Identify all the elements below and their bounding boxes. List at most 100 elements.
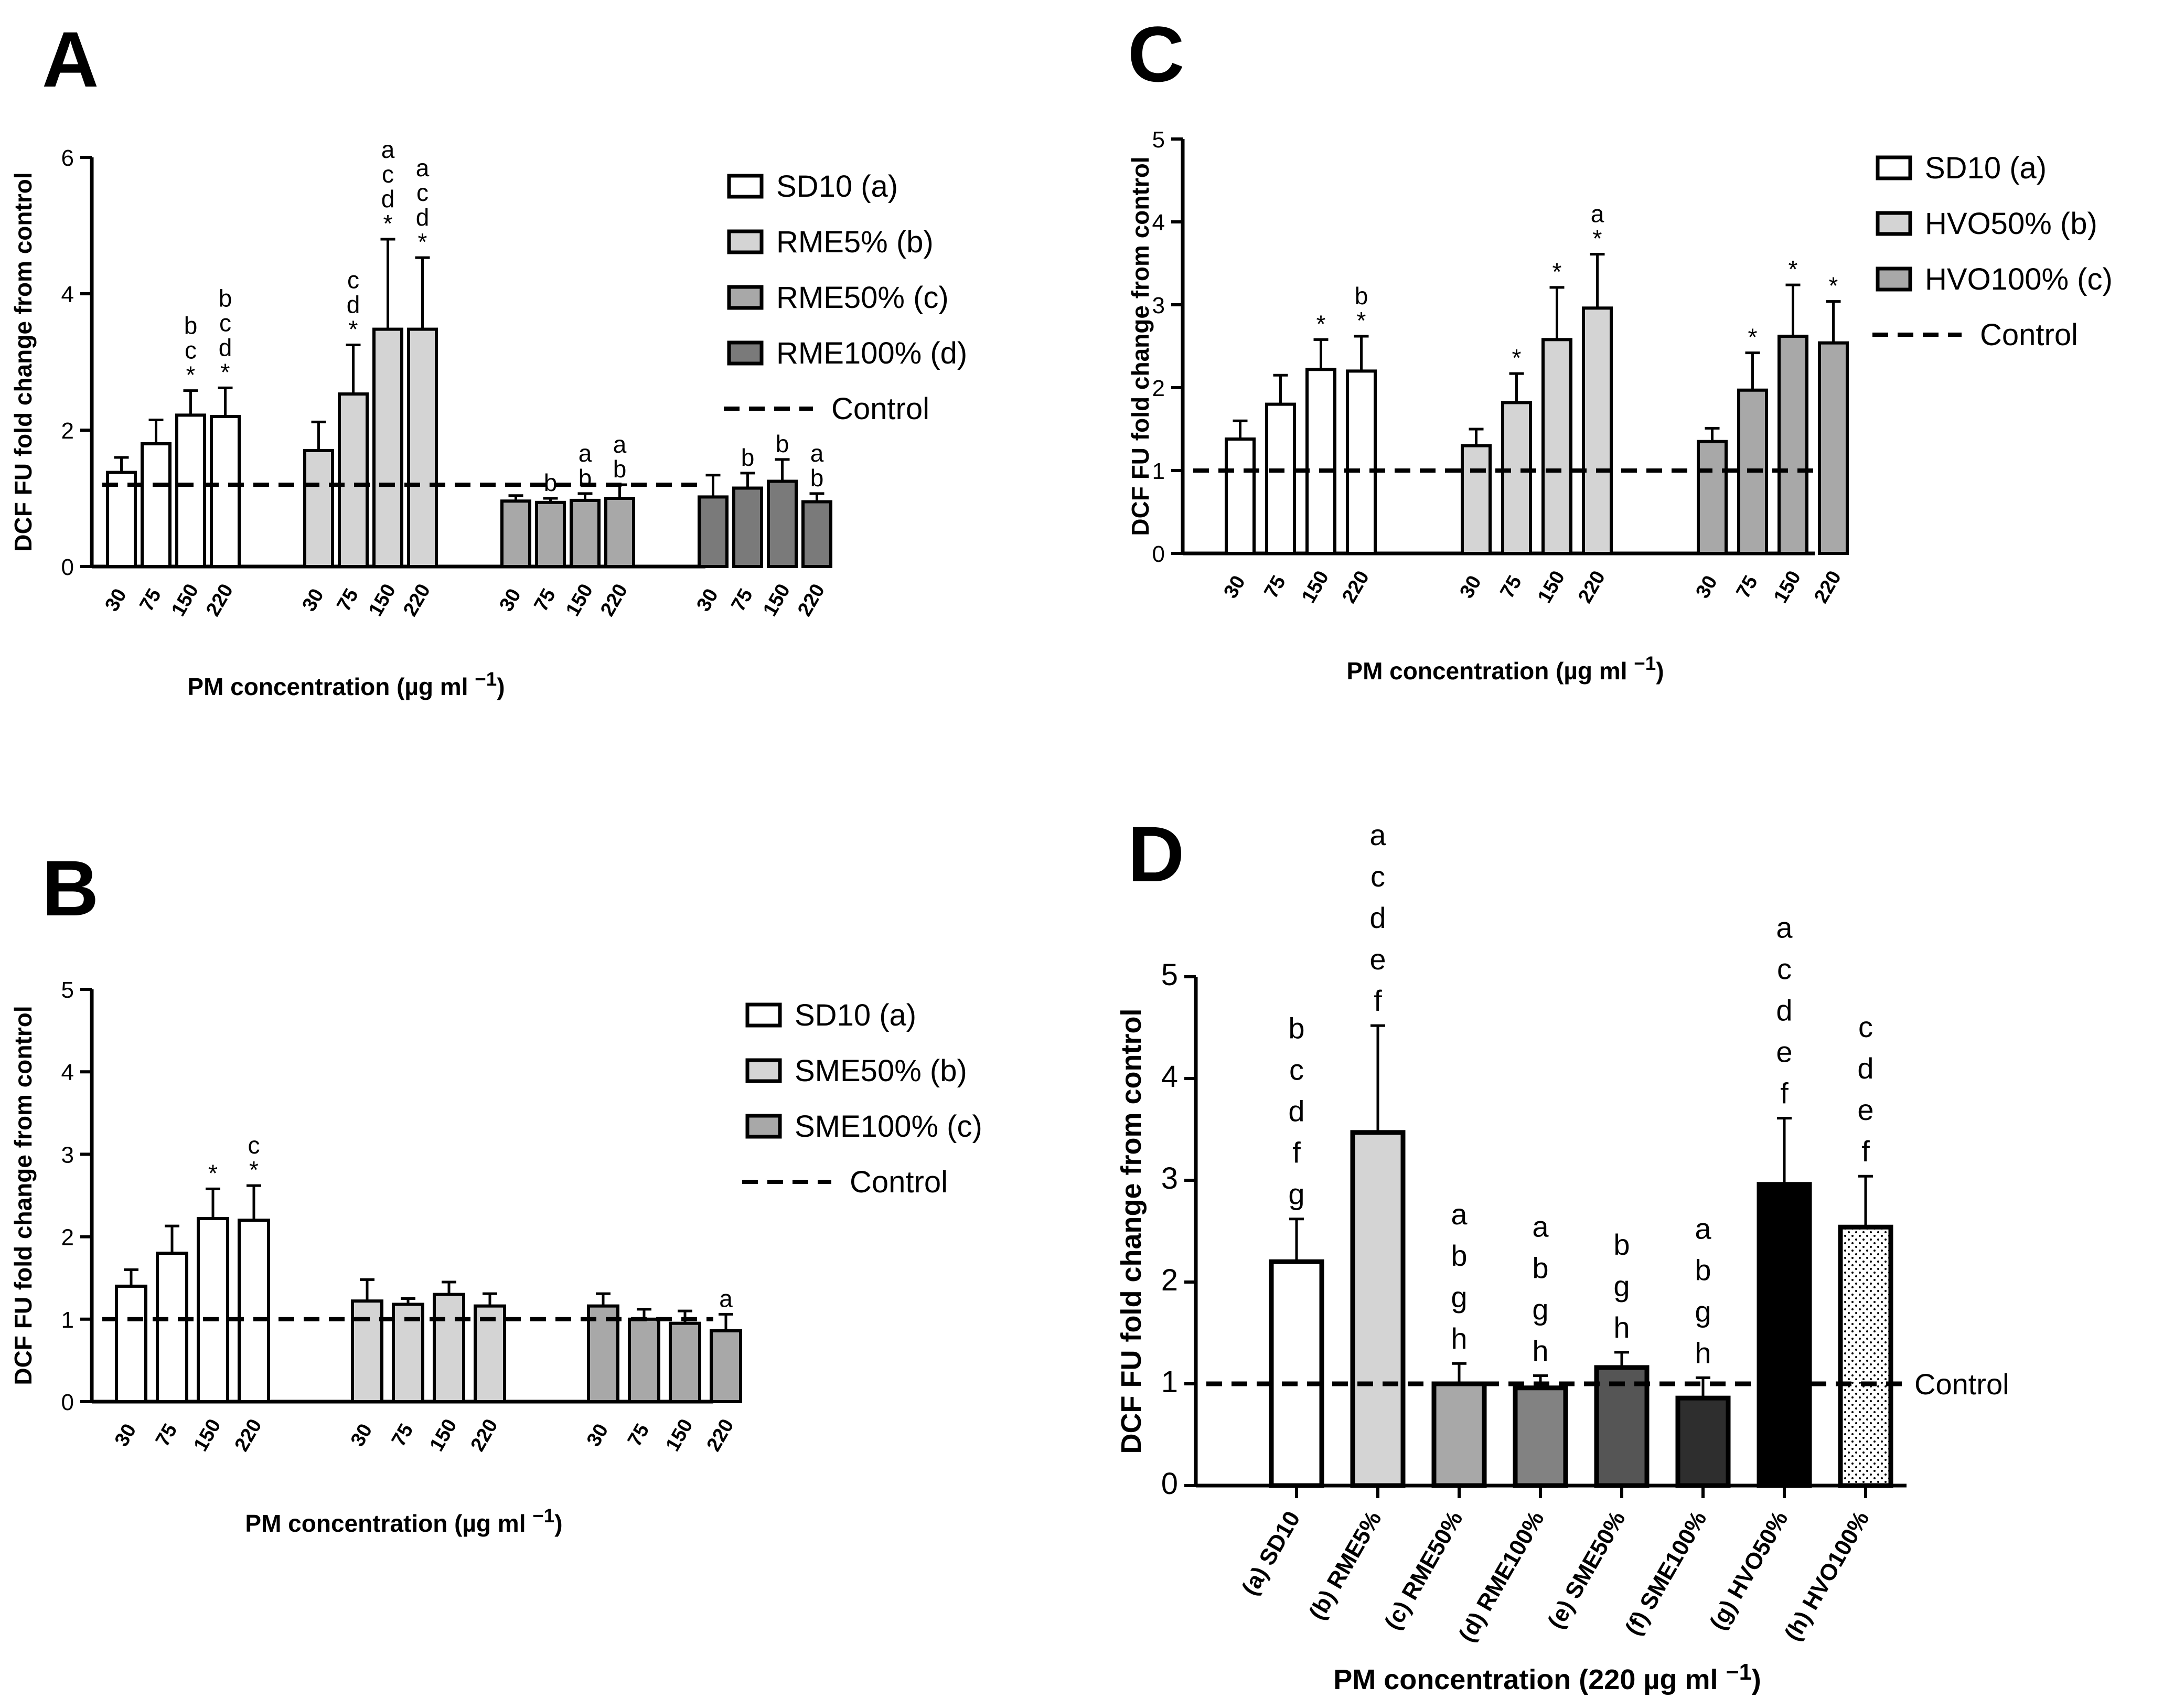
legend-swatch-A	[727, 285, 764, 310]
y-tick-label-A: 4	[61, 282, 74, 307]
x-tick-label-A: 220	[794, 580, 829, 620]
y-tick-label-C: 5	[1152, 127, 1165, 153]
bar-B	[115, 1284, 147, 1403]
annotation-label-D: f	[1374, 984, 1382, 1017]
panel-label-D: D	[1128, 810, 1184, 898]
legend-swatch-C	[1876, 211, 1912, 236]
annotation-label-D: e	[1776, 1036, 1792, 1069]
annotation-label-A: c	[382, 161, 394, 188]
x-tick-label-A: 30	[298, 585, 328, 615]
legend-swatch-A	[727, 229, 764, 254]
legend-label-A: RME50% (c)	[776, 281, 949, 315]
legend-label-C: HVO50% (b)	[1925, 207, 2097, 241]
x-tick-label-A: 220	[596, 580, 632, 620]
annotation-label-C: *	[1593, 225, 1602, 252]
bar-A	[535, 500, 566, 568]
x-tick-label-C: 150	[1534, 567, 1569, 607]
legend-label-B: SME100% (c)	[795, 1109, 982, 1144]
y-tick-label-C: 4	[1152, 210, 1165, 236]
annotation-label-D: g	[1288, 1178, 1304, 1211]
legend-label-control-A: Control	[831, 392, 929, 426]
annotation-label-A: a	[810, 440, 824, 467]
y-axis-label-D: DCF FU fold change from control	[1116, 1009, 1147, 1454]
annotation-label-D: e	[1857, 1093, 1873, 1126]
x-tick-label-A: 75	[333, 585, 363, 615]
annotation-label-D: a	[1369, 818, 1386, 851]
annotation-label-A: d	[219, 334, 232, 361]
x-tick-label-C: 220	[1338, 567, 1374, 607]
y-tick-label-C: 1	[1152, 458, 1165, 484]
annotation-label-D: e	[1369, 943, 1386, 976]
bar-C	[1582, 306, 1613, 555]
x-tick-label-D: (f) SME100%	[1620, 1507, 1711, 1640]
x-tick-label-B: 150	[426, 1415, 462, 1455]
x-tick-label-A: 75	[530, 585, 560, 615]
legend-label-A: SD10 (a)	[776, 169, 898, 204]
annotation-label-D: g	[1532, 1293, 1548, 1326]
bar-A	[372, 327, 403, 568]
annotation-label-A: c	[185, 337, 197, 364]
bar-A	[210, 415, 241, 568]
x-axis-label-D: PM concentration (220 µg ml −1)	[1333, 1660, 1761, 1695]
bar-B	[628, 1317, 660, 1404]
x-tick-label-C: 150	[1298, 567, 1333, 607]
x-tick-label-A: 75	[135, 585, 166, 615]
annotation-label-A: *	[221, 358, 230, 386]
annotation-label-A: b	[776, 430, 789, 457]
annotation-label-A: *	[186, 361, 196, 389]
y-tick-label-B: 4	[61, 1060, 74, 1085]
legend-label-C: HVO100% (c)	[1925, 262, 2113, 296]
legend-swatch-C	[1876, 155, 1912, 180]
bar-C	[1777, 335, 1808, 555]
x-tick-label-A: 220	[202, 580, 238, 620]
bar-A	[141, 442, 172, 568]
y-tick-label-B: 3	[61, 1142, 74, 1168]
annotation-label-D: a	[1532, 1210, 1549, 1243]
x-tick-label-A: 30	[692, 585, 723, 615]
bar-B	[238, 1219, 270, 1403]
annotation-label-D: c	[1370, 860, 1385, 893]
x-tick-label-D: (b) RME5%	[1304, 1507, 1386, 1624]
bar-C	[1697, 440, 1728, 556]
x-tick-label-D: (h) HVO100%	[1780, 1507, 1875, 1646]
x-tick-label-C: 75	[1496, 572, 1526, 602]
annotation-label-C: *	[1552, 258, 1562, 285]
annotation-label-D: h	[1613, 1311, 1630, 1344]
x-axis-label-B: PM concentration (µg ml −1)	[245, 1505, 562, 1537]
annotation-label-A: b	[579, 464, 592, 492]
x-tick-label-C: 75	[1732, 572, 1762, 602]
y-tick-label-A: 6	[61, 145, 74, 171]
x-tick-label-C: 220	[1574, 567, 1610, 607]
annotation-label-A: b	[741, 444, 755, 471]
annotation-label-D: d	[1369, 901, 1386, 934]
annotation-label-B: a	[719, 1285, 733, 1312]
bar-B	[351, 1299, 383, 1404]
annotation-label-C: a	[1591, 200, 1604, 228]
legend-label-B: SD10 (a)	[795, 998, 916, 1032]
annotation-label-D: g	[1613, 1269, 1630, 1303]
x-tick-label-A: 30	[101, 585, 131, 615]
y-tick-label-D: 5	[1161, 958, 1178, 992]
x-tick-label-A: 30	[495, 585, 526, 615]
bar-C	[1541, 338, 1572, 555]
bar-C	[1818, 341, 1849, 555]
bar-A	[303, 449, 334, 568]
annotation-label-C: *	[1748, 324, 1758, 351]
annotation-label-D: g	[1695, 1295, 1711, 1328]
x-axis-label-C: PM concentration (µg ml −1)	[1346, 653, 1664, 685]
bar-D	[1757, 1182, 1812, 1488]
y-tick-label-C: 0	[1152, 541, 1165, 567]
legend-label-A: RME5% (b)	[776, 225, 934, 259]
annotation-label-C: *	[1357, 307, 1366, 334]
annotation-label-B: c	[248, 1131, 260, 1159]
annotation-label-A: *	[349, 316, 358, 343]
annotation-label-D: h	[1695, 1336, 1711, 1369]
annotation-label-A: b	[613, 455, 627, 483]
annotation-label-A: a	[579, 440, 592, 467]
x-tick-label-B: 30	[111, 1420, 141, 1450]
y-tick-label-D: 0	[1161, 1467, 1178, 1501]
x-tick-label-A: 150	[759, 580, 795, 620]
annotation-label-A: *	[383, 210, 393, 237]
y-axis-label-C: DCF FU fold change from control	[1127, 156, 1154, 536]
y-axis-label-A: DCF FU fold change from control	[9, 172, 37, 551]
